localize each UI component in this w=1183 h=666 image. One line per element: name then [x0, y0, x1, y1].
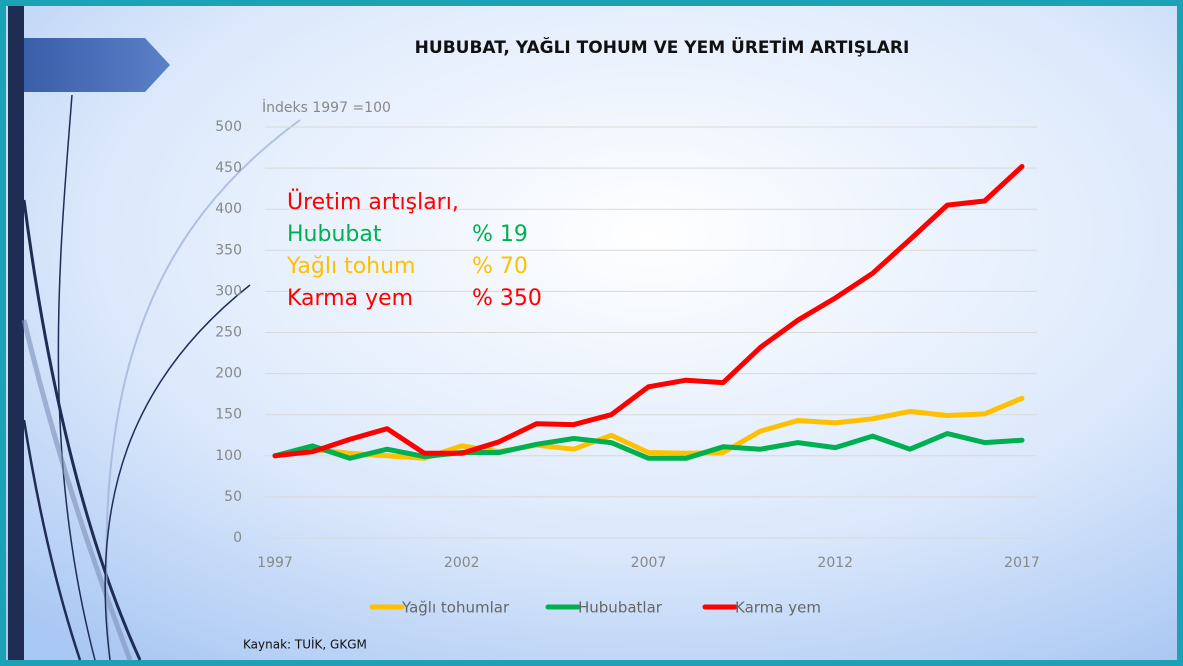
chart: HUBUBAT, YAĞLI TOHUM VE YEM ÜRETİM ARTIŞ… [0, 0, 1183, 666]
side-strip [8, 6, 24, 660]
x-tick-label: 1997 [257, 555, 293, 571]
y-tick-label: 50 [224, 489, 242, 505]
x-tick-label: 2002 [444, 555, 480, 571]
y-tick-label: 500 [215, 119, 242, 135]
x-tick-label: 2007 [631, 555, 667, 571]
annotation-label: Hububat [287, 222, 382, 247]
legend-label: Karma yem [735, 599, 821, 617]
y-tick-label: 200 [215, 366, 242, 382]
slide: HUBUBAT, YAĞLI TOHUM VE YEM ÜRETİM ARTIŞ… [0, 0, 1183, 666]
legend-label: Hububatlar [578, 599, 663, 617]
y-tick-label: 400 [215, 201, 242, 217]
y-tick-label: 250 [215, 325, 242, 341]
y-tick-label: 350 [215, 242, 242, 258]
y-tick-label: 300 [215, 283, 242, 299]
y-axis-label: İndeks 1997 =100 [262, 98, 391, 116]
y-tick-label: 100 [215, 448, 242, 464]
y-tick-label: 450 [215, 160, 242, 176]
annotation-value: % 70 [472, 254, 528, 279]
legend-label: Yağlı tohumlar [401, 599, 510, 617]
y-tick-label: 0 [233, 530, 242, 546]
annotation-value: % 350 [472, 286, 542, 311]
x-tick-label: 2017 [1004, 555, 1040, 571]
source: Kaynak: TUİK, GKGM [243, 637, 367, 652]
y-tick-label: 150 [215, 407, 242, 423]
x-tick-label: 2012 [817, 555, 853, 571]
annotation-label: Karma yem [287, 286, 413, 311]
chart-title: HUBUBAT, YAĞLI TOHUM VE YEM ÜRETİM ARTIŞ… [415, 36, 910, 58]
annotation-label: Yağlı tohum [286, 254, 415, 279]
annotation-value: % 19 [472, 222, 528, 247]
annotation-label: Üretim artışları, [287, 189, 459, 215]
arrow-shape [24, 38, 170, 92]
